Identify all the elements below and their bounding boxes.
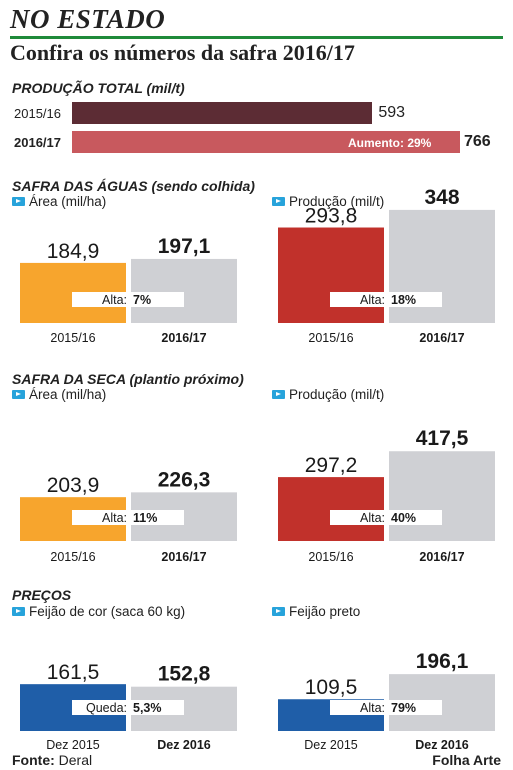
category-label: 2015/16 [50,331,95,345]
legend-area-aguas: Área (mil/ha) [12,194,106,209]
category-label: 2016/17 [419,550,464,564]
source-value: Deral [58,752,93,768]
legend-label: Feijão preto [289,604,361,619]
change-annotation-label: Alta: [102,293,127,307]
category-label: Dez 2016 [415,738,469,752]
bar-current [131,258,237,323]
change-annotation-value: 7% [133,293,151,307]
bar-value-label: 109,5 [305,676,358,699]
bar-value-label: 161,5 [47,661,100,684]
change-annotation-label: Alta: [360,293,385,307]
change-annotation-value: 11% [133,511,157,525]
hbar-category-label: 2015/16 [14,106,61,121]
bar-value-label: 293,8 [305,205,358,228]
play-icon [12,197,25,206]
play-icon [272,197,285,206]
legend-producao-aguas: Produção (mil/t) [272,194,384,209]
change-annotation-box [72,700,184,715]
art-credit: Folha Arte [432,752,501,768]
change-annotation-label: Alta: [102,511,127,525]
section-title-safra-aguas: SAFRA DAS ÁGUAS (sendo colhida) [12,178,255,194]
legend-feijao-preto: Feijão preto [272,604,360,619]
bar-value-label: 197,1 [158,235,211,258]
bar-previous [278,227,384,323]
change-annotation-label: Queda: [86,701,127,715]
category-label: 2015/16 [50,550,95,564]
play-icon [272,390,285,399]
bar-value-label: 196,1 [416,650,469,673]
title-rule [10,36,503,39]
bar-current [389,451,495,541]
category-label: Dez 2016 [157,738,211,752]
legend-label: Área (mil/ha) [29,194,107,209]
change-annotation-value: 5,3% [133,701,162,715]
legend-area-seca: Área (mil/ha) [12,387,106,402]
category-label: Dez 2015 [46,738,100,752]
hbar-2016-17 [72,131,460,153]
section-title-precos: PREÇOS [12,587,72,603]
change-annotation-box [330,510,442,525]
legend-label: Área (mil/ha) [29,387,107,402]
legend-feijao-cor: Feijão de cor (saca 60 kg) [12,604,185,619]
hbar-2015-16 [72,102,373,124]
change-annotation-box [330,292,442,307]
change-annotation-box [330,700,442,715]
source-label: Fonte: [12,752,55,768]
hbar-value-label: 766 [464,133,491,150]
legend-label: Produção (mil/t) [289,387,385,402]
change-annotation-value: 18% [391,293,416,307]
bar-value-label: 417,5 [416,427,469,450]
category-label: 2016/17 [161,550,206,564]
change-annotation-value: 79% [391,701,416,715]
section-title-producao-total: PRODUÇÃO TOTAL (mil/t) [12,80,185,96]
bar-value-label: 184,9 [47,240,100,263]
bar-value-label: 203,9 [47,474,100,497]
play-icon [12,607,25,616]
category-label: Dez 2015 [304,738,358,752]
play-icon [12,390,25,399]
change-annotation-label: Alta: [360,511,385,525]
bar-value-label: 348 [424,186,459,209]
category-label: 2016/17 [161,331,206,345]
page-subtitle: Confira os números da safra 2016/17 [10,40,355,65]
play-icon [272,607,285,616]
hbar-value-label: 593 [378,104,406,121]
legend-label: Produção (mil/t) [289,194,385,209]
hbar-annotation: Aumento: 29% [348,136,432,150]
hbar-category-label: 2016/17 [14,135,61,150]
change-annotation-value: 40% [391,511,416,525]
category-label: 2015/16 [308,331,353,345]
change-annotation-label: Alta: [360,701,385,715]
bar-value-label: 226,3 [158,468,211,491]
bar-value-label: 152,8 [158,663,211,686]
section-title-safra-seca: SAFRA DA SECA (plantio próximo) [12,371,244,387]
category-label: 2016/17 [419,331,464,345]
page-title: NO ESTADO [10,4,166,34]
bar-value-label: 297,2 [305,454,358,477]
legend-label: Feijão de cor (saca 60 kg) [29,604,186,619]
change-annotation-box [72,292,184,307]
category-label: 2015/16 [308,550,353,564]
source-credit: Fonte: Deral [12,752,92,768]
change-annotation-box [72,510,184,525]
legend-producao-seca: Produção (mil/t) [272,387,384,402]
bar-previous [278,477,384,541]
